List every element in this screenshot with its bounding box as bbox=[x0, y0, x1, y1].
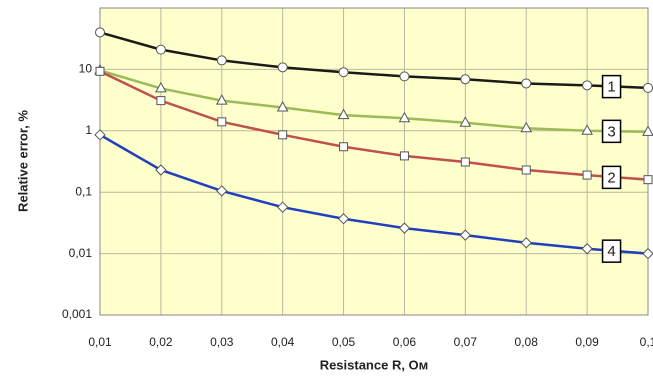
series-line bbox=[99, 70, 649, 181]
marker bbox=[399, 71, 410, 82]
marker bbox=[337, 213, 350, 225]
marker bbox=[642, 125, 653, 136]
legend-box bbox=[601, 74, 622, 99]
x-tick-label: 0,1 bbox=[640, 335, 653, 349]
marker bbox=[520, 121, 533, 133]
marker bbox=[642, 247, 653, 260]
x-tick-label: 0,09 bbox=[575, 335, 599, 349]
marker bbox=[399, 151, 409, 161]
y-tick-label: 0,01 bbox=[69, 246, 93, 260]
legend-label: 3 bbox=[607, 123, 615, 140]
marker bbox=[94, 129, 106, 141]
plot-area bbox=[100, 8, 648, 315]
legend-box bbox=[601, 165, 622, 190]
marker bbox=[459, 116, 472, 127]
marker bbox=[276, 201, 289, 213]
marker bbox=[155, 44, 166, 55]
marker bbox=[520, 237, 532, 249]
marker bbox=[215, 94, 228, 105]
marker bbox=[459, 229, 472, 241]
marker bbox=[338, 67, 349, 78]
marker bbox=[643, 175, 653, 185]
y-tick-label: 0,001 bbox=[62, 307, 92, 321]
x-tick-label: 0,05 bbox=[332, 335, 356, 349]
marker bbox=[155, 81, 167, 93]
legend-box bbox=[601, 119, 622, 144]
x-tick-label: 0,08 bbox=[515, 335, 539, 349]
marker bbox=[277, 62, 288, 73]
marker bbox=[643, 82, 653, 93]
series-line bbox=[99, 31, 649, 90]
marker bbox=[460, 157, 470, 167]
marker bbox=[155, 164, 167, 176]
marker bbox=[581, 243, 593, 255]
marker bbox=[216, 55, 227, 66]
marker bbox=[216, 185, 228, 197]
y-tick-label: 1 bbox=[85, 123, 92, 137]
x-tick-label: 0,01 bbox=[88, 335, 112, 349]
x-tick-label: 0,06 bbox=[393, 335, 417, 349]
series-line bbox=[99, 69, 649, 134]
marker bbox=[156, 96, 166, 106]
marker bbox=[217, 117, 227, 127]
marker bbox=[521, 78, 532, 89]
marker bbox=[95, 66, 105, 76]
legend-label: 1 bbox=[607, 79, 615, 96]
marker bbox=[276, 100, 289, 112]
marker bbox=[582, 170, 592, 180]
legend-box bbox=[601, 239, 622, 263]
x-tick-label: 0,04 bbox=[271, 335, 295, 349]
series-line bbox=[99, 133, 649, 255]
marker bbox=[278, 130, 288, 140]
marker bbox=[398, 111, 411, 123]
marker bbox=[398, 222, 411, 234]
marker bbox=[95, 27, 105, 38]
x-tick-label: 0,07 bbox=[454, 335, 478, 349]
marker bbox=[581, 124, 593, 135]
legend-label: 4 bbox=[607, 243, 615, 260]
marker bbox=[460, 74, 471, 85]
x-tick-label: 0,02 bbox=[149, 335, 173, 349]
marker bbox=[582, 80, 593, 91]
y-tick-label: 10 bbox=[79, 62, 93, 76]
y-tick-label: 0,1 bbox=[75, 184, 92, 198]
marker bbox=[339, 142, 349, 152]
x-tick-label: 0,03 bbox=[210, 335, 234, 349]
plot-border bbox=[99, 7, 649, 316]
legend-label: 2 bbox=[607, 169, 615, 186]
marker bbox=[521, 165, 531, 175]
x-axis-title: Resistance R, Ом bbox=[320, 357, 429, 372]
y-axis-title: Relative error, % bbox=[15, 110, 30, 212]
marker bbox=[337, 108, 350, 120]
